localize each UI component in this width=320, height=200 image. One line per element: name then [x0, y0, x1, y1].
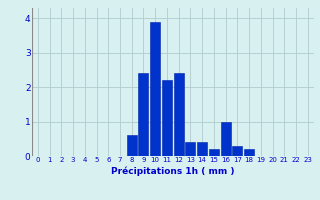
- Bar: [232, 146, 242, 156]
- Bar: [197, 142, 207, 156]
- Bar: [127, 135, 137, 156]
- Bar: [220, 122, 231, 156]
- Bar: [162, 80, 172, 156]
- X-axis label: Précipitations 1h ( mm ): Précipitations 1h ( mm ): [111, 166, 235, 176]
- Bar: [244, 149, 254, 156]
- Bar: [185, 142, 196, 156]
- Bar: [150, 22, 160, 156]
- Bar: [174, 73, 184, 156]
- Bar: [139, 73, 148, 156]
- Bar: [209, 149, 219, 156]
